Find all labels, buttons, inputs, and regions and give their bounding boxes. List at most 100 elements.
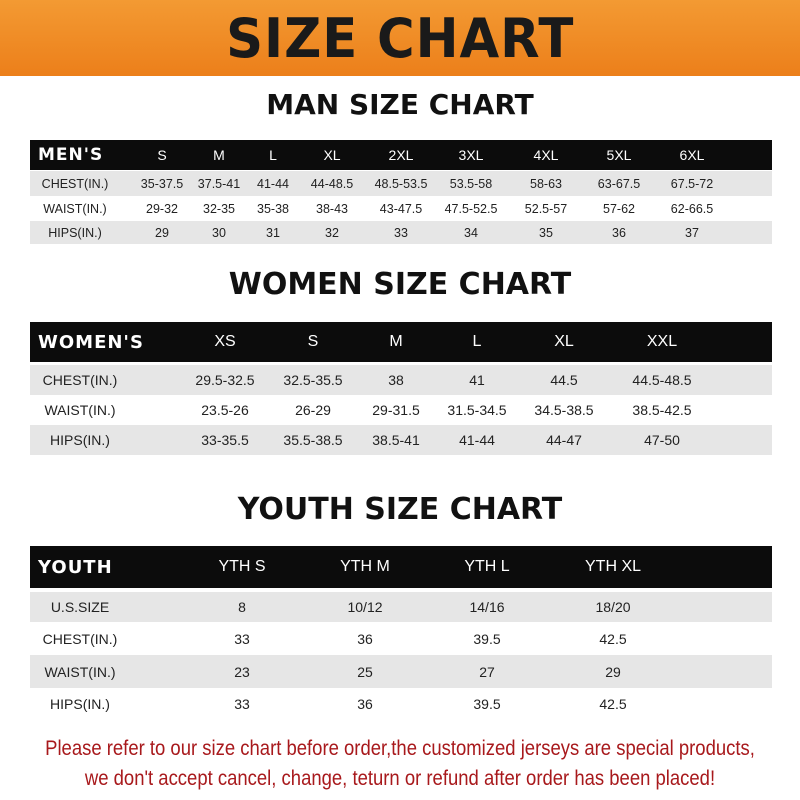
- size-header: 2XL: [388, 147, 414, 163]
- table-cell: 39.5: [473, 695, 501, 712]
- note-line-1: Please refer to our size chart before or…: [45, 737, 755, 760]
- table-cell: 29: [605, 663, 621, 680]
- table-cell: 29: [155, 225, 169, 240]
- table-cell: 43-47.5: [379, 201, 423, 216]
- table-cell: 36: [357, 695, 373, 712]
- table-row: CHEST(IN.) 35-37.5 37.5-41 41-44 44-48.5 48.5…: [30, 171, 772, 196]
- table-cell: 38: [388, 372, 404, 388]
- table-cell: 18/20: [595, 599, 631, 615]
- header-row: YOUTH YTH S YTH M YTH L YTH XL: [30, 546, 772, 588]
- size-header: 6XL: [679, 147, 705, 163]
- row-label: WAIST(IN.): [44, 402, 116, 418]
- size-header: YTH M: [340, 558, 390, 575]
- table-cell: 25: [357, 663, 373, 680]
- size-header: L: [472, 333, 482, 350]
- size-header: YTH L: [464, 558, 510, 575]
- size-header: 5XL: [606, 147, 632, 163]
- table-row: HIPS(IN.) 33 36 39.5 42.5: [30, 688, 772, 719]
- table-cell: 44-47: [546, 432, 582, 448]
- header-row: MEN'S S M L XL 2XL 3XL 4XL 5XL 6XL: [30, 140, 772, 170]
- size-header: YTH S: [218, 558, 266, 575]
- table-cell: 47.5-52.5: [444, 201, 498, 216]
- row-label: WAIST(IN.): [44, 663, 116, 680]
- table-cell: 31: [266, 225, 280, 240]
- size-header: 3XL: [458, 147, 484, 163]
- table-row: WAIST(IN.) 23.5-26 26-29 29-31.5 31.5-34.5 34…: [30, 395, 772, 425]
- table-row: WAIST(IN.) 23 25 27 29: [30, 655, 772, 688]
- table-cell: 62-66.5: [670, 201, 714, 216]
- table-cell: 32: [325, 225, 339, 240]
- size-header: XL: [323, 147, 341, 163]
- table-cell: 32-35: [203, 201, 235, 216]
- table-cell: 29.5-32.5: [195, 372, 255, 388]
- table-cell: 47-50: [644, 432, 680, 448]
- table-cell: 41: [469, 372, 485, 388]
- row-label: HIPS(IN.): [48, 225, 102, 240]
- table-cell: 29-32: [146, 201, 178, 216]
- table-cell: 23.5-26: [201, 402, 249, 418]
- row-label: U.S.SIZE: [50, 599, 110, 615]
- table-cell: 35-37.5: [140, 176, 184, 191]
- table-cell: 8: [238, 599, 246, 615]
- table-cell: 35-38: [257, 201, 289, 216]
- table-cell: 57-62: [603, 201, 635, 216]
- size-header: 4XL: [533, 147, 559, 163]
- table-cell: 10/12: [347, 599, 383, 615]
- size-header: M: [213, 147, 225, 163]
- table-cell: 67.5-72: [670, 176, 714, 191]
- table-row: CHEST(IN.) 33 36 39.5 42.5: [30, 622, 772, 655]
- table-cell: 41-44: [257, 176, 289, 191]
- note-line-2: we don't accept cancel, change, teturn o…: [84, 767, 716, 790]
- header-row: WOMEN'S XS S M L XL XXL: [30, 322, 772, 362]
- row-label: CHEST(IN.): [42, 630, 118, 647]
- table-row: CHEST(IN.) 29.5-32.5 32.5-35.5 38 41 44.5 44.5…: [30, 365, 772, 395]
- table-cell: 58-63: [530, 176, 562, 191]
- table-cell: 53.5-58: [449, 176, 493, 191]
- table-cell: 32.5-35.5: [283, 372, 343, 388]
- table-cell: 63-67.5: [597, 176, 641, 191]
- row-label: CHEST(IN.): [42, 372, 118, 388]
- table-row: HIPS(IN.) 33-35.5 35.5-38.5 38.5-41 41-44 44-…: [30, 425, 772, 455]
- table-row: WAIST(IN.) 29-32 32-35 35-38 38-43 43-47.5 47.…: [30, 196, 772, 221]
- table-cell: 36: [612, 225, 626, 240]
- table-cell: 38.5-41: [372, 432, 420, 448]
- size-header: S: [307, 333, 319, 350]
- table-cell: 35: [539, 225, 553, 240]
- table-cell: 29-31.5: [372, 402, 420, 418]
- size-header: XL: [554, 333, 574, 350]
- table-title-cell: MEN'S: [38, 145, 104, 165]
- table-cell: 33-35.5: [201, 432, 249, 448]
- table-row: HIPS(IN.) 29 30 31 32 33 34 35 36 37: [30, 221, 772, 244]
- row-label: HIPS(IN.): [50, 695, 110, 712]
- table-cell: 34.5-38.5: [534, 402, 594, 418]
- table-cell: 37.5-41: [197, 176, 241, 191]
- table-cell: 27: [479, 663, 495, 680]
- table-cell: 52.5-57: [524, 201, 568, 216]
- table-cell: 35.5-38.5: [283, 432, 343, 448]
- table-cell: 33: [394, 225, 408, 240]
- row-label: CHEST(IN.): [41, 176, 109, 191]
- table-cell: 44.5-48.5: [632, 372, 692, 388]
- table-cell: 33: [234, 695, 250, 712]
- table-cell: 34: [464, 225, 478, 240]
- size-header: XXL: [646, 333, 678, 350]
- men-title: MAN SIZE CHART: [266, 88, 534, 121]
- table-cell: 41-44: [459, 432, 495, 448]
- table-cell: 14/16: [469, 599, 505, 615]
- table-title-cell: YOUTH: [38, 556, 113, 578]
- table-cell: 42.5: [599, 630, 627, 647]
- size-header: L: [269, 147, 277, 163]
- table-cell: 36: [357, 630, 373, 647]
- size-header: S: [157, 147, 167, 163]
- table-cell: 44-48.5: [310, 176, 354, 191]
- row-label: WAIST(IN.): [43, 201, 107, 216]
- row-label: HIPS(IN.): [50, 432, 110, 448]
- table-cell: 26-29: [295, 402, 331, 418]
- table-cell: 44.5: [550, 372, 578, 388]
- table-cell: 37: [685, 225, 699, 240]
- table-title-cell: WOMEN'S: [38, 331, 144, 353]
- table-cell: 39.5: [473, 630, 501, 647]
- table-cell: 33: [234, 630, 250, 647]
- table-cell: 31.5-34.5: [447, 402, 507, 418]
- table-cell: 42.5: [599, 695, 627, 712]
